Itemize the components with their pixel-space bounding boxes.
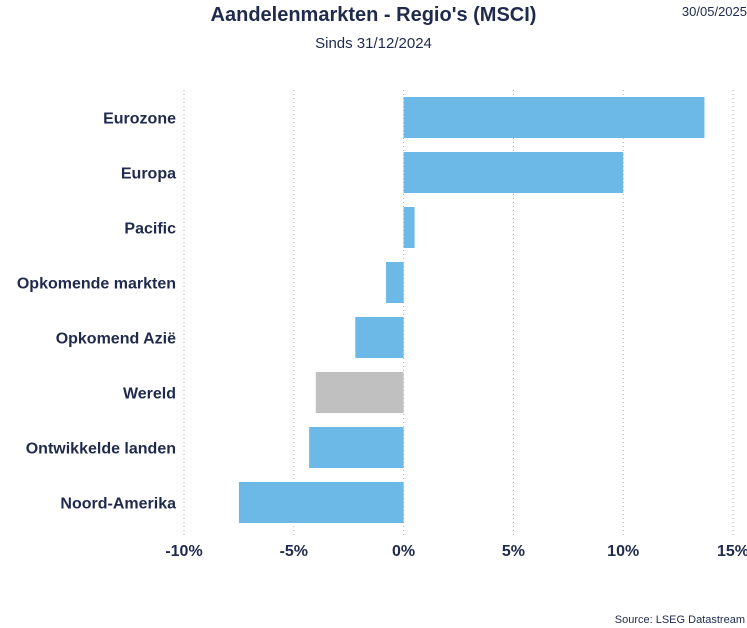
bar xyxy=(315,372,404,413)
bar xyxy=(403,152,624,193)
source-note: Source: LSEG Datastream xyxy=(614,614,745,626)
x-tick-label: 5% xyxy=(502,543,525,560)
x-tick-label: 0% xyxy=(392,543,415,560)
category-label: Wereld xyxy=(123,386,176,403)
bar xyxy=(309,427,404,468)
x-tick-label: 15% xyxy=(717,543,747,560)
bar xyxy=(403,97,705,138)
bar xyxy=(238,482,404,523)
category-label: Noord-Amerika xyxy=(60,496,176,513)
chart-subtitle: Sinds 31/12/2024 xyxy=(315,35,432,52)
bar xyxy=(403,207,415,248)
bar xyxy=(355,317,404,358)
category-label: Pacific xyxy=(124,221,176,238)
date-label: 30/05/2025 xyxy=(681,4,747,19)
category-label: Opkomende markten xyxy=(17,276,176,293)
category-label: Europa xyxy=(121,166,176,183)
bar xyxy=(386,262,404,303)
category-label: Opkomend Azië xyxy=(56,331,176,348)
chart-title: Aandelenmarkten - Regio's (MSCI) xyxy=(210,4,537,26)
x-tick-label: 10% xyxy=(607,543,639,560)
x-tick-label: -10% xyxy=(165,543,202,560)
category-label: Eurozone xyxy=(103,111,176,128)
x-tick-label: -5% xyxy=(280,543,308,560)
category-label: Ontwikkelde landen xyxy=(26,441,176,458)
